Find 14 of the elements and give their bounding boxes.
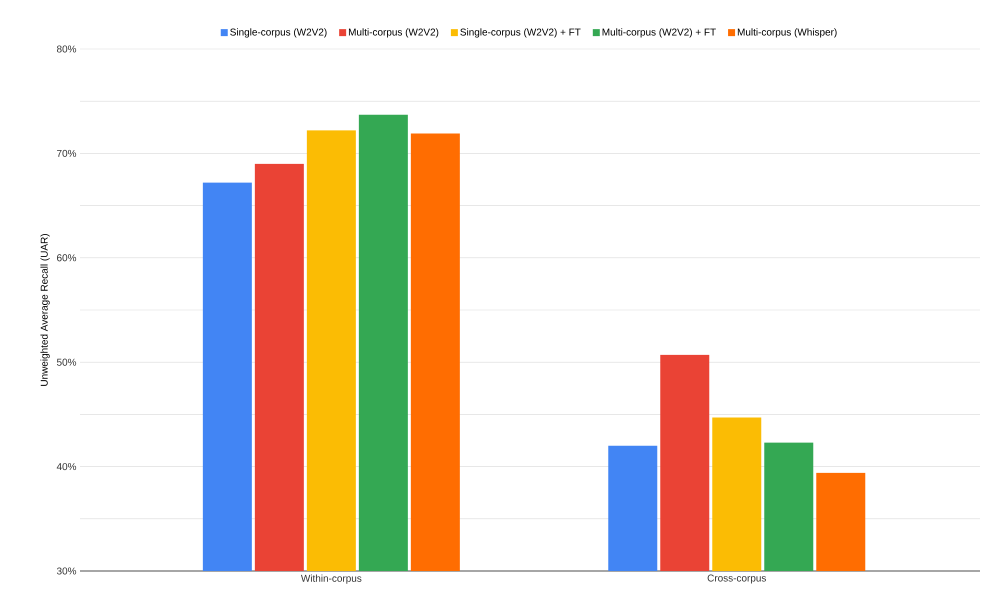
y-tick-label: 70% (57, 150, 76, 157)
legend-label: Single-corpus (W2V2) + FT (460, 28, 581, 38)
legend-label: Multi-corpus (Whisper) (738, 28, 837, 38)
y-axis-title: Unweighted Average Recall (UAR) (40, 234, 50, 386)
y-tick-label: 50% (56, 358, 76, 366)
y-tick-label: 40% (56, 463, 76, 470)
x-tick-label: Cross-corpus (708, 574, 766, 584)
legend-label: Multi-corpus (W2V2) (348, 28, 438, 38)
y-tick-label: 60% (57, 254, 76, 262)
legend-label: Multi-corpus (W2V2) + FT (602, 28, 716, 38)
x-tick-label: Within-corpus (300, 574, 362, 584)
y-tick-label: 30% (56, 567, 76, 575)
legend-label: Single-corpus (W2V2) (230, 28, 327, 38)
y-tick-label: 80% (56, 45, 76, 53)
